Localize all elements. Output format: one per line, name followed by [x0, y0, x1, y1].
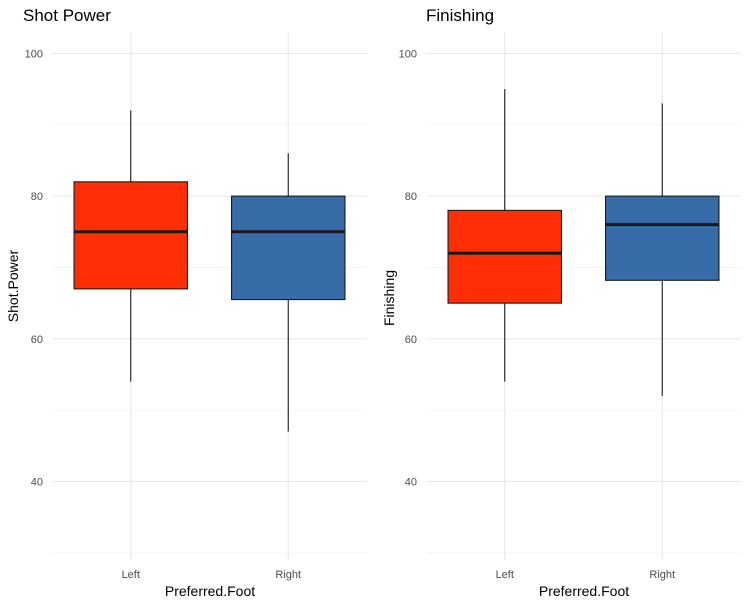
box-left — [447, 89, 562, 382]
boxes — [447, 89, 720, 396]
chart-finishing: Finishing Finishing Preferred.Foot 40 60 8… — [381, 6, 741, 599]
y-axis-title: Finishing — [381, 270, 397, 326]
x-axis-title: Preferred.Foot — [539, 583, 629, 599]
x-tick-labels: Left Right — [122, 569, 302, 581]
y-tick-labels: 40 60 80 100 — [399, 48, 417, 488]
y-tick-labels: 40 60 80 100 — [25, 48, 43, 488]
y-tick-label: 60 — [405, 334, 417, 346]
y-tick-label: 80 — [31, 191, 43, 203]
x-tick-label: Right — [275, 569, 301, 581]
iqr-box — [447, 209, 562, 304]
y-axis-title: Shot.Power — [5, 249, 21, 322]
x-tick-label: Left — [122, 569, 140, 581]
iqr-box — [231, 195, 346, 301]
y-tick-label: 100 — [25, 48, 43, 60]
x-tick-label: Left — [496, 569, 514, 581]
chart-title: Finishing — [426, 6, 494, 25]
x-axis-title: Preferred.Foot — [165, 583, 255, 599]
x-tick-labels: Left Right — [496, 569, 676, 581]
iqr-box — [604, 195, 720, 281]
y-tick-label: 40 — [405, 477, 417, 489]
iqr-box — [73, 181, 189, 290]
y-tick-label: 80 — [405, 191, 417, 203]
y-tick-label: 40 — [31, 477, 43, 489]
x-tick-label: Right — [649, 569, 675, 581]
boxes — [73, 110, 346, 432]
y-tick-label: 60 — [31, 334, 43, 346]
box-left — [73, 110, 189, 382]
chart-shot-power: Shot Power Shot.Power Preferred.Foot 40 6… — [5, 6, 367, 599]
box-right — [231, 153, 346, 432]
chart-title: Shot Power — [23, 6, 111, 25]
box-right — [604, 103, 720, 396]
y-tick-label: 100 — [399, 48, 417, 60]
